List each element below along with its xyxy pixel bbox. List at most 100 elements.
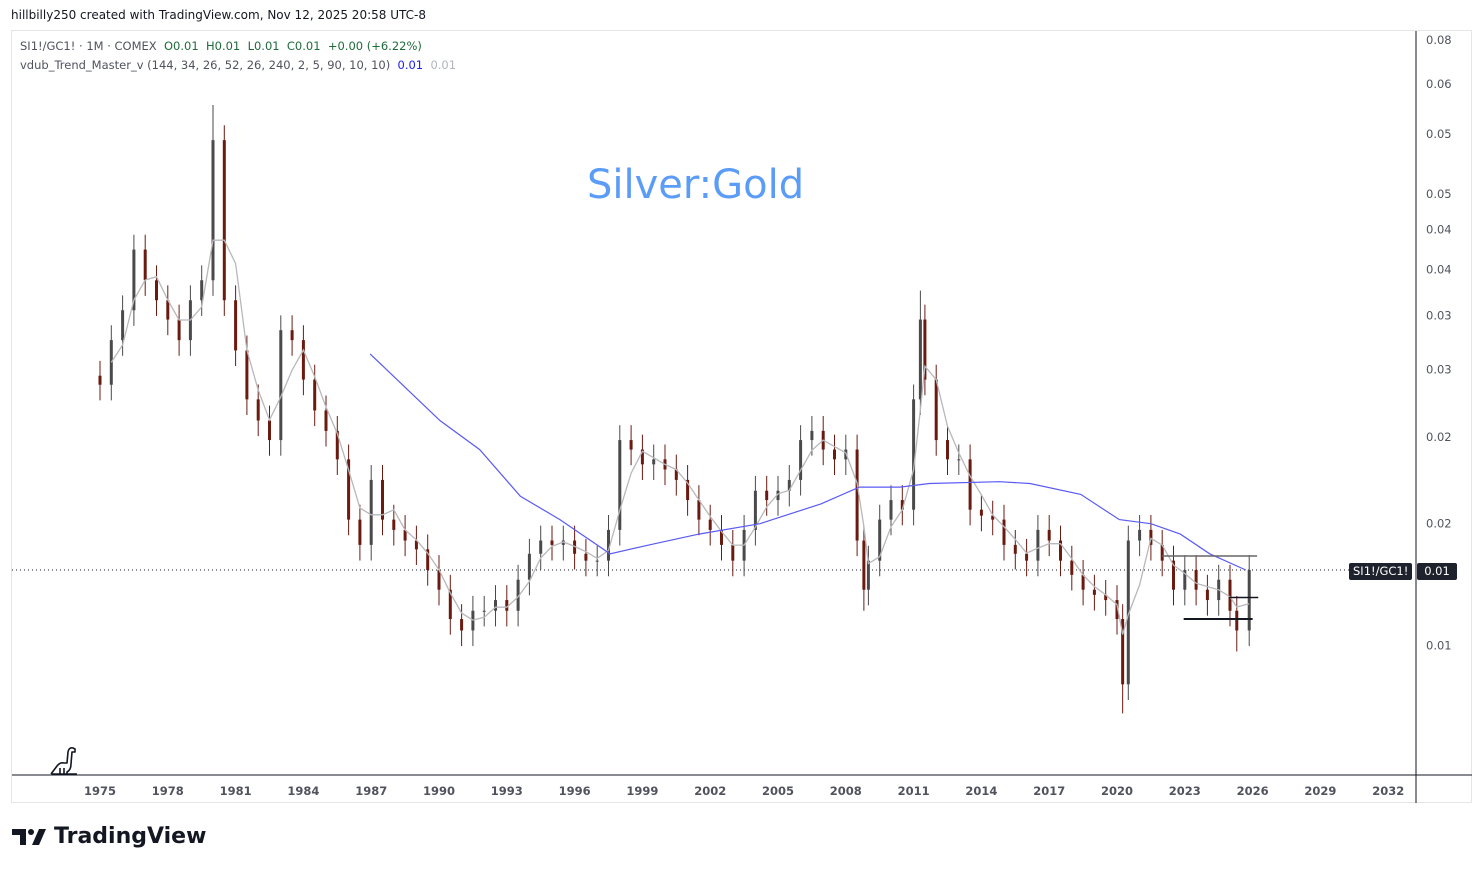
candle-body (765, 490, 769, 501)
candle-body (618, 440, 622, 530)
ohlc-open: O0.01 (164, 39, 199, 53)
candle-body (1149, 529, 1153, 545)
candle-body (301, 340, 305, 380)
candle-body (979, 509, 983, 516)
candle-body (200, 280, 204, 301)
price-tick-label: 0.02 (1426, 430, 1452, 444)
candle-body (527, 553, 531, 580)
candle-body (1247, 570, 1251, 631)
candle-body (1235, 610, 1239, 631)
price-tick-label: 0.03 (1426, 363, 1452, 377)
candle-body (787, 479, 791, 491)
candle-body (855, 449, 859, 541)
candle-body (561, 540, 565, 545)
candle-body (1081, 574, 1085, 590)
candle-body (1036, 529, 1040, 561)
candle-body (573, 540, 577, 554)
candle-body (584, 553, 588, 561)
candle-body (98, 375, 102, 385)
dinosaur-icon[interactable] (48, 744, 80, 776)
candle-body (946, 440, 949, 460)
candle-body (448, 589, 452, 620)
candle-body (912, 399, 916, 510)
price-tick-label: 0.05 (1426, 187, 1452, 201)
candle-body (1126, 540, 1130, 685)
candle-body (381, 479, 384, 520)
time-tick-label: 1999 (626, 784, 658, 798)
ohlc-high: H0.01 (205, 39, 241, 53)
short-moving-average (110, 239, 1250, 635)
candle-body (697, 500, 701, 520)
tradingview-logo[interactable]: TradingView (12, 824, 206, 849)
candle-body (437, 570, 441, 590)
candle-body (1002, 519, 1006, 545)
candle-body (222, 140, 226, 301)
candle-body (460, 619, 464, 631)
time-tick-label: 2029 (1304, 784, 1336, 798)
candle-body (810, 430, 814, 441)
symbol-info[interactable]: SI1!/GC1! · 1M · COMEX (20, 39, 157, 53)
candle-body (1121, 619, 1125, 685)
candle-body (991, 515, 995, 520)
candle-body (1047, 529, 1051, 541)
candle-body (335, 430, 339, 460)
indicator-legend: vdub_Trend_Master_v (144, 34, 26, 52, 26… (20, 58, 456, 72)
price-tick-label: 0.04 (1426, 222, 1452, 236)
candle-body (957, 459, 961, 461)
ohlc-low: L0.01 (247, 39, 280, 53)
time-tick-label: 2032 (1372, 784, 1404, 798)
ohlc-close: C0.01 (286, 39, 321, 53)
candle-body (866, 560, 870, 590)
candle-body (1059, 540, 1062, 561)
candle-body (234, 300, 238, 351)
candle-body (279, 330, 283, 441)
price-tick-label: 0.04 (1426, 262, 1452, 276)
candle-body (1205, 589, 1209, 601)
candle-body (324, 410, 328, 431)
candle-body (166, 300, 170, 320)
candle-body (652, 459, 656, 465)
candle-body (1228, 579, 1232, 611)
candle-body (799, 440, 803, 480)
indicator-value-1: 0.01 (397, 58, 424, 72)
candle-body (753, 490, 757, 530)
candle-body (878, 519, 882, 561)
candle-body (595, 560, 599, 562)
candle-body (629, 440, 633, 450)
candle-body (1025, 553, 1029, 561)
time-tick-label: 2023 (1169, 784, 1201, 798)
time-tick-label: 2008 (830, 784, 862, 798)
candle-body (1104, 594, 1108, 601)
candle-body (1138, 529, 1142, 541)
price-tick-label: 0.08 (1426, 33, 1452, 47)
candle-body (256, 399, 260, 421)
candle-body (889, 500, 893, 520)
tradingview-logo-text: TradingView (54, 824, 207, 849)
chart-frame (11, 30, 1472, 803)
candle-body (482, 610, 486, 612)
candle-body (720, 529, 723, 545)
candle-body (833, 449, 836, 460)
candle-body (1194, 570, 1198, 590)
candle-body (900, 500, 904, 510)
candle-body (211, 140, 215, 281)
candle-body (539, 540, 543, 554)
indicator-name[interactable]: vdub_Trend_Master_v (144, 34, 26, 52, 26… (20, 58, 391, 72)
candle-body (1070, 560, 1074, 575)
indicator-value-2: 0.01 (430, 58, 457, 72)
chart-title: Silver:Gold (587, 162, 805, 208)
candle-body (674, 469, 678, 480)
candle-body (1160, 544, 1164, 561)
candle-body (392, 519, 396, 530)
candle-body (1013, 544, 1017, 554)
candle-body (358, 519, 362, 545)
candle-body (268, 420, 271, 441)
candle-body (313, 379, 317, 411)
price-tick-label: 0.01 (1426, 638, 1452, 652)
price-label-value: 0.01 (1417, 563, 1457, 580)
candle-body (516, 579, 520, 611)
time-tick-label: 2011 (898, 784, 930, 798)
candle-body (686, 479, 690, 501)
price-change: +0.00 (+6.22%) (327, 39, 422, 53)
